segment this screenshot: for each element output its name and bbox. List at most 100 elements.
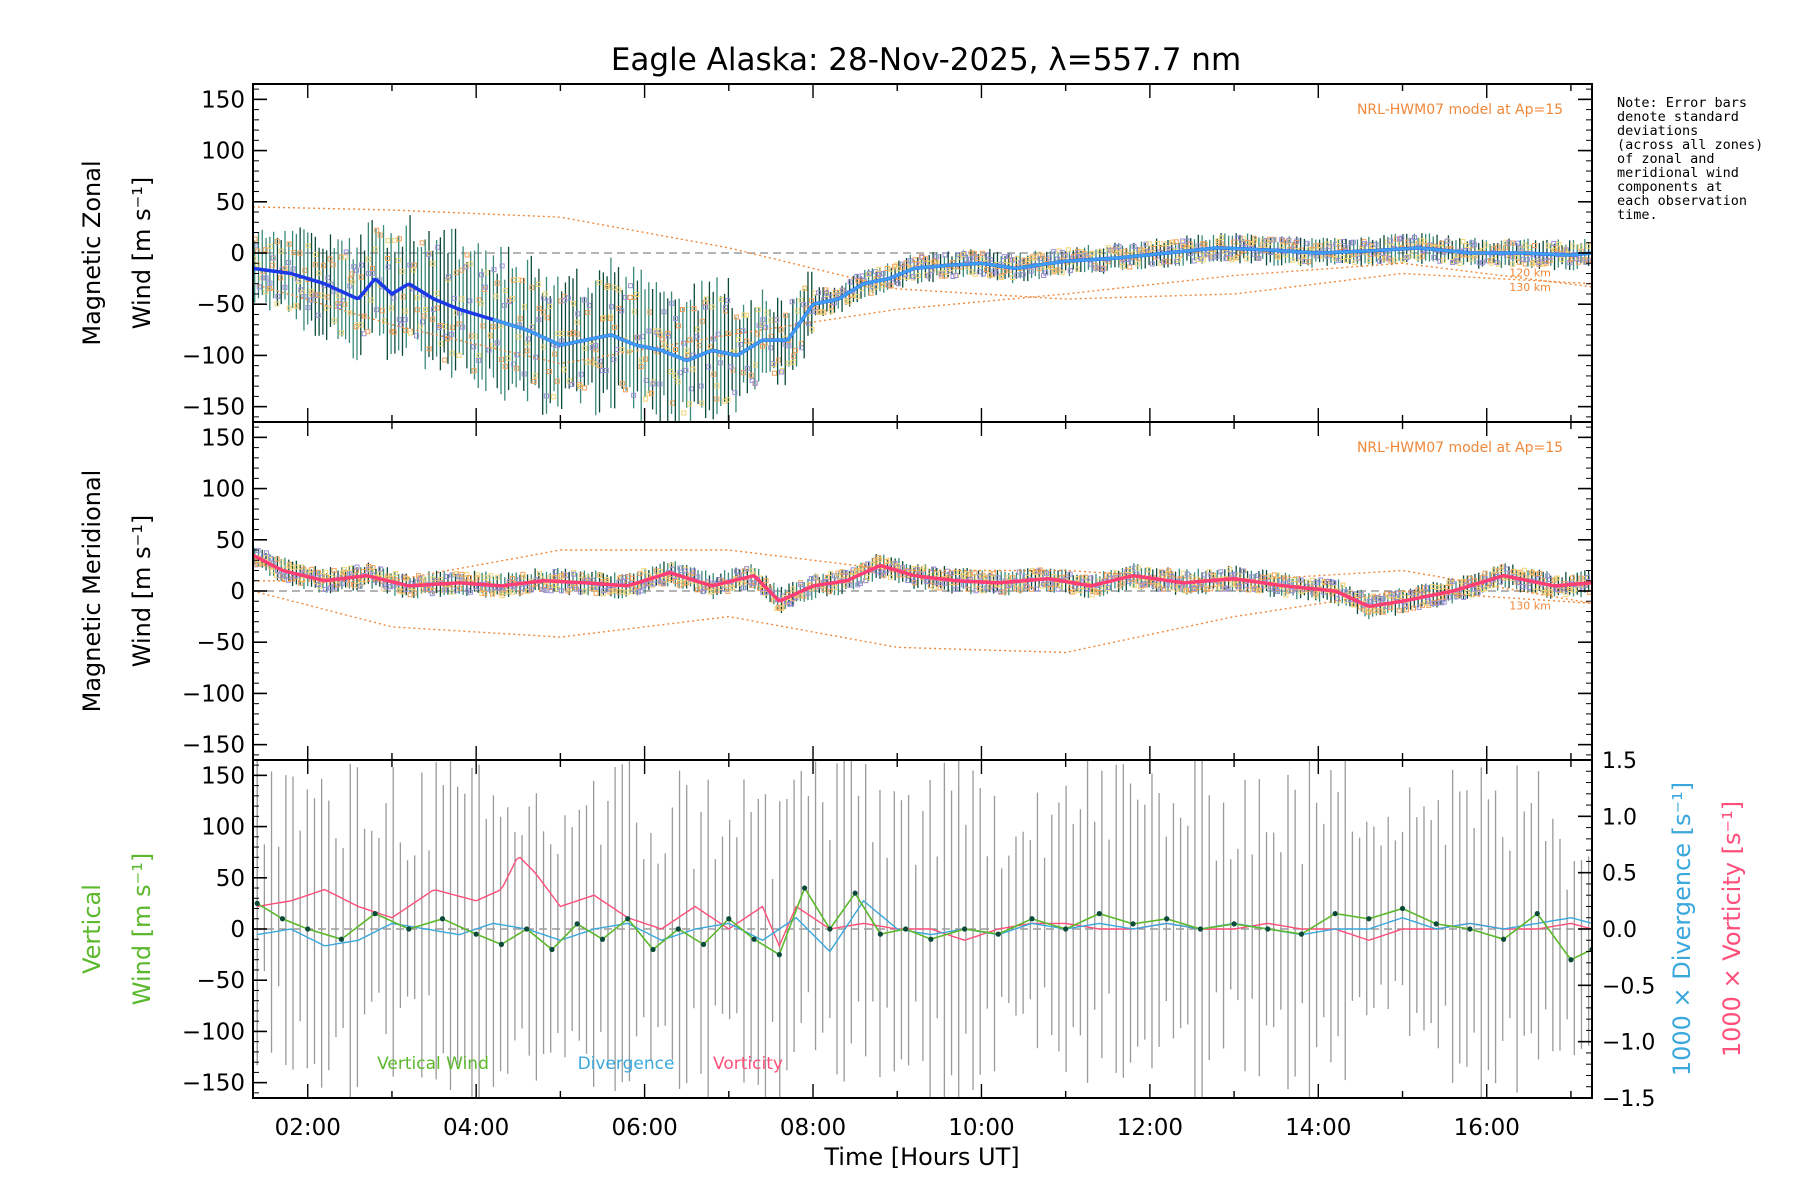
zone-point xyxy=(403,587,409,593)
zone-point xyxy=(670,566,676,572)
zone-point xyxy=(533,373,539,379)
vertical-wind-point xyxy=(498,941,505,947)
zone-point xyxy=(1010,575,1016,581)
zone-point xyxy=(1041,581,1047,587)
zone-point xyxy=(929,268,935,274)
zone-point xyxy=(585,575,591,581)
zone-point xyxy=(776,357,782,363)
zone-point xyxy=(907,258,913,264)
zone-point xyxy=(669,300,675,306)
zone-point xyxy=(1202,572,1208,578)
vertical-wind-point xyxy=(549,946,555,953)
zone-point xyxy=(1420,253,1426,259)
zone-point xyxy=(1340,582,1346,588)
zone-point xyxy=(1340,239,1346,245)
divergence-line xyxy=(257,899,1592,953)
zone-point xyxy=(269,568,275,574)
y-tick-label: 100 xyxy=(201,815,245,841)
zone-point xyxy=(412,590,418,596)
zone-point xyxy=(1350,239,1356,245)
zone-point xyxy=(419,319,425,325)
zone-point xyxy=(816,290,822,296)
zone-point xyxy=(1255,572,1261,578)
zone-point xyxy=(263,275,269,281)
note-line: denote standard xyxy=(1617,109,1739,125)
zone-point xyxy=(300,577,306,583)
model-curve xyxy=(253,206,1592,300)
zone-point xyxy=(459,296,465,302)
zone-point xyxy=(1488,260,1494,266)
meridional-wind-line xyxy=(253,553,1592,608)
zone-point xyxy=(1222,585,1228,591)
zone-point xyxy=(472,333,478,339)
zone-point xyxy=(426,251,432,257)
zone-point xyxy=(1055,586,1061,592)
zone-point xyxy=(616,589,622,595)
zone-point xyxy=(762,590,768,596)
zone-point xyxy=(755,307,761,313)
vertical-wind-point xyxy=(726,916,732,922)
zone-point xyxy=(1075,266,1081,272)
zone-point xyxy=(895,281,901,287)
zone-point xyxy=(616,287,622,293)
zone-point xyxy=(707,344,713,350)
zone-point xyxy=(1524,257,1530,263)
zone-point xyxy=(1448,579,1454,585)
y-tick-label: 50 xyxy=(216,866,245,892)
zone-point xyxy=(1344,257,1350,263)
zone-point xyxy=(1313,580,1319,586)
zone-point xyxy=(1071,254,1077,260)
zone-point xyxy=(805,590,811,596)
zone-point xyxy=(619,308,625,314)
zone-point xyxy=(1158,586,1164,592)
zone-point xyxy=(665,330,671,336)
zone-point xyxy=(467,298,473,304)
zone-point xyxy=(277,275,283,281)
zone-point xyxy=(574,319,580,325)
zone-point xyxy=(751,580,757,586)
zone-point xyxy=(331,568,337,574)
zone-point xyxy=(660,336,666,342)
zone-point xyxy=(1256,587,1262,593)
zone-point xyxy=(1261,238,1267,244)
zone-point xyxy=(1180,570,1186,576)
zone-point xyxy=(638,364,644,370)
zone-point xyxy=(1096,589,1102,595)
zone-point xyxy=(809,298,815,304)
zone-point xyxy=(293,564,299,570)
zone-point xyxy=(426,587,432,593)
zone-point xyxy=(531,378,537,384)
note-line: Note: Error bars xyxy=(1617,95,1748,111)
zone-point xyxy=(354,564,360,570)
zone-point xyxy=(1532,588,1538,594)
zone-point xyxy=(274,239,280,245)
zone-point xyxy=(900,264,906,270)
zone-point xyxy=(361,313,367,319)
zone-point xyxy=(880,271,886,277)
zone-point xyxy=(1335,596,1341,602)
vertical-wind-point xyxy=(1433,921,1439,927)
zone-point xyxy=(714,383,720,389)
zone-point xyxy=(1578,575,1584,581)
zone-point xyxy=(482,284,488,290)
zone-point xyxy=(275,294,281,300)
zone-point xyxy=(459,267,465,273)
zone-point xyxy=(740,585,746,591)
zone-point xyxy=(730,585,736,591)
zone-point xyxy=(1161,259,1167,265)
zone-point xyxy=(400,294,406,300)
zone-point xyxy=(552,351,558,357)
zone-point xyxy=(768,345,774,351)
zone-point xyxy=(635,335,641,341)
zone-point xyxy=(792,347,798,353)
zone-point xyxy=(554,378,560,384)
zone-point xyxy=(1044,571,1050,577)
zone-point xyxy=(763,578,769,584)
zone-point xyxy=(467,261,473,267)
zone-point xyxy=(734,314,740,320)
zone-point xyxy=(953,569,959,575)
y-tick-label: −150 xyxy=(182,395,245,421)
zone-point xyxy=(451,295,457,301)
zone-point xyxy=(1346,254,1352,260)
